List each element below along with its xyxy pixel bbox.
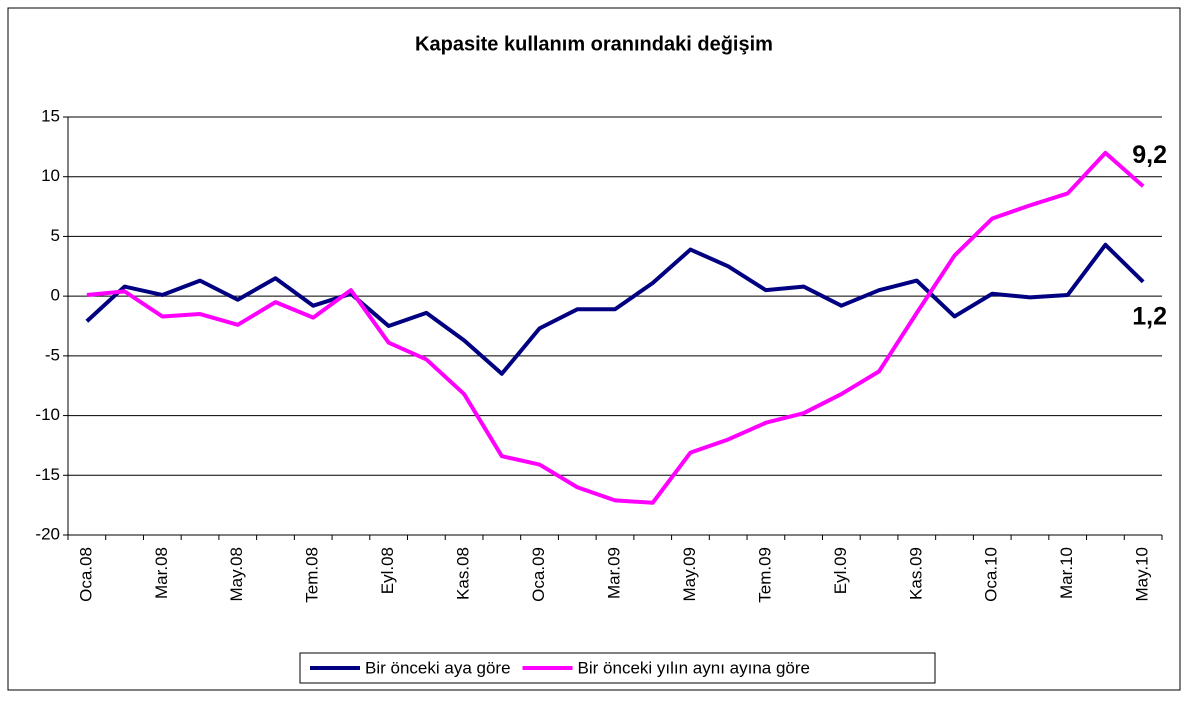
x-tick-label: May.08 bbox=[227, 547, 246, 602]
y-tick-label: -15 bbox=[35, 465, 60, 484]
chart-title: Kapasite kullanım oranındaki değişim bbox=[415, 33, 773, 55]
annotation: 9,2 bbox=[1132, 141, 1167, 169]
y-tick-label: -20 bbox=[35, 524, 60, 543]
x-tick-label: Oca.08 bbox=[76, 547, 95, 602]
x-tick-label: Mar.08 bbox=[152, 547, 171, 599]
chart-border bbox=[7, 7, 1181, 691]
x-tick-label: Tem.09 bbox=[755, 547, 774, 603]
legend-label: Bir önceki aya göre bbox=[365, 658, 511, 677]
y-tick-label: -10 bbox=[35, 405, 60, 424]
x-tick-label: Kas.09 bbox=[906, 547, 925, 600]
x-tick-label: Oca.09 bbox=[529, 547, 548, 602]
y-tick-label: -5 bbox=[45, 345, 60, 364]
legend-box bbox=[299, 652, 936, 684]
x-tick-label: Mar.09 bbox=[604, 547, 623, 599]
x-tick-label: May.09 bbox=[680, 547, 699, 602]
x-tick-label: Kas.08 bbox=[454, 547, 473, 600]
x-tick-label: May.10 bbox=[1133, 547, 1152, 602]
y-tick-label: 5 bbox=[51, 226, 60, 245]
x-tick-label: Oca.10 bbox=[982, 547, 1001, 602]
x-tick-label: Eyl.09 bbox=[831, 547, 850, 594]
series-line bbox=[85, 242, 1145, 376]
legend-label: Bir önceki yılın aynı ayına göre bbox=[578, 658, 810, 677]
annotation: 1,2 bbox=[1132, 302, 1167, 330]
y-tick-label: 10 bbox=[41, 166, 60, 185]
x-tick-label: Tem.08 bbox=[303, 547, 322, 603]
x-tick-label: Mar.10 bbox=[1057, 547, 1076, 599]
y-tick-label: 0 bbox=[51, 286, 60, 305]
series-line bbox=[86, 150, 1145, 505]
x-tick-label: Eyl.08 bbox=[378, 547, 397, 594]
y-tick-label: 15 bbox=[41, 106, 60, 125]
